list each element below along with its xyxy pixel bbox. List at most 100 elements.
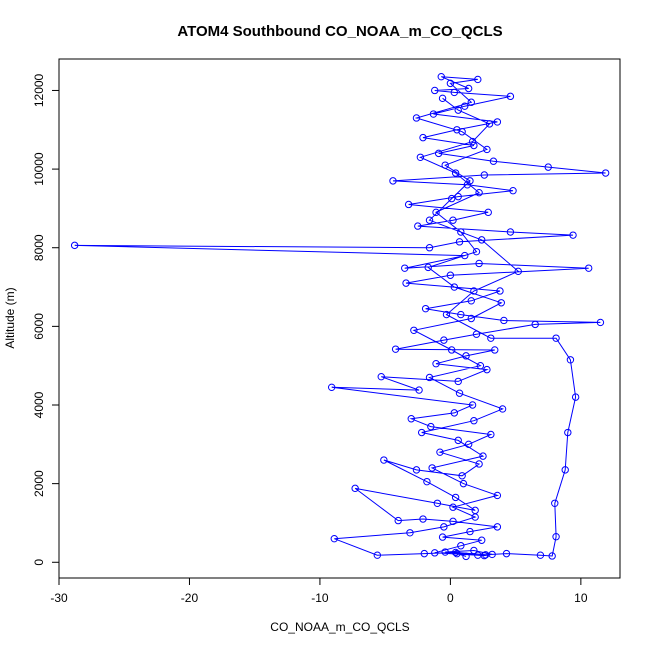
data-point xyxy=(475,460,483,468)
data-point xyxy=(480,551,489,560)
data-point xyxy=(497,299,505,307)
data-point xyxy=(453,549,461,558)
data-point xyxy=(451,493,460,502)
data-point xyxy=(423,477,431,486)
data-point xyxy=(470,287,478,295)
data-point xyxy=(478,536,486,544)
data-point xyxy=(377,372,385,381)
data-point xyxy=(467,98,475,106)
data-point xyxy=(464,84,473,93)
data-point xyxy=(437,72,445,81)
data-point xyxy=(419,133,427,142)
data-point xyxy=(457,542,465,550)
data-point xyxy=(462,552,470,561)
data-point xyxy=(475,188,483,197)
data-point xyxy=(470,141,478,150)
data-point xyxy=(468,137,477,146)
data-point xyxy=(458,472,466,480)
data-point xyxy=(471,513,479,521)
x-tick-label: -20 xyxy=(181,591,199,605)
data-point xyxy=(496,287,504,295)
data-point xyxy=(380,456,388,464)
data-point xyxy=(466,177,474,185)
data-point xyxy=(531,320,539,329)
data-point xyxy=(442,310,451,319)
data-point xyxy=(472,330,481,338)
y-axis-label: Altitude (m) xyxy=(3,287,17,348)
plot-area-frame xyxy=(58,58,621,579)
data-point xyxy=(485,120,494,128)
data-point xyxy=(425,216,434,224)
data-point xyxy=(428,464,436,472)
x-axis: -30 -20 -10 0 10 xyxy=(50,577,588,605)
data-point xyxy=(552,533,560,541)
data-point xyxy=(569,231,577,239)
data-point xyxy=(571,393,580,401)
data-point xyxy=(457,310,465,319)
data-point xyxy=(584,264,593,272)
data-point xyxy=(481,551,490,559)
data-point xyxy=(448,194,456,203)
data-point xyxy=(450,409,459,417)
data-point xyxy=(427,422,435,431)
data-point xyxy=(470,546,478,555)
data-point xyxy=(420,549,429,558)
data-point xyxy=(493,491,502,500)
data-point xyxy=(441,161,449,169)
y-tick-label: 0 xyxy=(32,559,46,566)
y-tick-label: 4000 xyxy=(32,391,46,418)
data-point xyxy=(470,417,478,425)
data-point xyxy=(373,551,382,559)
y-axis: 0 2000 4000 6000 8000 10000 12000 xyxy=(32,73,60,566)
x-axis-label: CO_NOAA_m_CO_QCLS xyxy=(270,620,409,634)
data-point xyxy=(451,169,460,177)
data-point xyxy=(514,267,522,276)
data-point xyxy=(441,548,449,556)
data-point xyxy=(476,361,485,370)
data-point xyxy=(548,552,556,560)
data-point xyxy=(389,177,397,185)
data-point xyxy=(417,428,426,437)
data-point xyxy=(438,533,447,541)
data-point xyxy=(458,128,466,136)
data-point xyxy=(412,114,421,122)
y-tick-label: 6000 xyxy=(32,313,46,340)
data-point xyxy=(489,157,498,165)
data-point xyxy=(459,479,468,488)
data-point xyxy=(446,271,455,279)
x-tick-label: -30 xyxy=(50,591,68,605)
data-point xyxy=(467,297,475,305)
data-point xyxy=(454,106,462,114)
data-point xyxy=(544,163,552,171)
data-point xyxy=(432,208,440,217)
data-point xyxy=(498,405,507,413)
data-point xyxy=(438,94,447,103)
data-point xyxy=(449,503,457,511)
data-point xyxy=(419,515,427,523)
data-point xyxy=(493,118,502,126)
data-point xyxy=(462,352,470,360)
data-point xyxy=(536,551,545,559)
data-point xyxy=(424,263,432,272)
data-point xyxy=(414,222,422,230)
data-point xyxy=(487,430,495,439)
data-point xyxy=(416,153,425,161)
data-point xyxy=(493,523,502,531)
data-point xyxy=(440,523,448,531)
data-point xyxy=(429,110,438,118)
data-point xyxy=(327,383,336,392)
data-point xyxy=(475,259,483,268)
data-point xyxy=(432,360,440,368)
y-tick-label: 10000 xyxy=(32,152,46,186)
data-point xyxy=(449,517,457,526)
data-point xyxy=(454,436,462,445)
x-tick-label: 0 xyxy=(447,591,454,605)
data-point xyxy=(415,386,423,394)
data-point xyxy=(487,334,495,342)
y-tick-label: 8000 xyxy=(32,234,46,261)
data-point xyxy=(483,365,491,374)
data-point xyxy=(351,484,359,493)
data-point xyxy=(404,200,413,209)
data-point xyxy=(483,145,491,154)
data-point xyxy=(407,415,415,423)
